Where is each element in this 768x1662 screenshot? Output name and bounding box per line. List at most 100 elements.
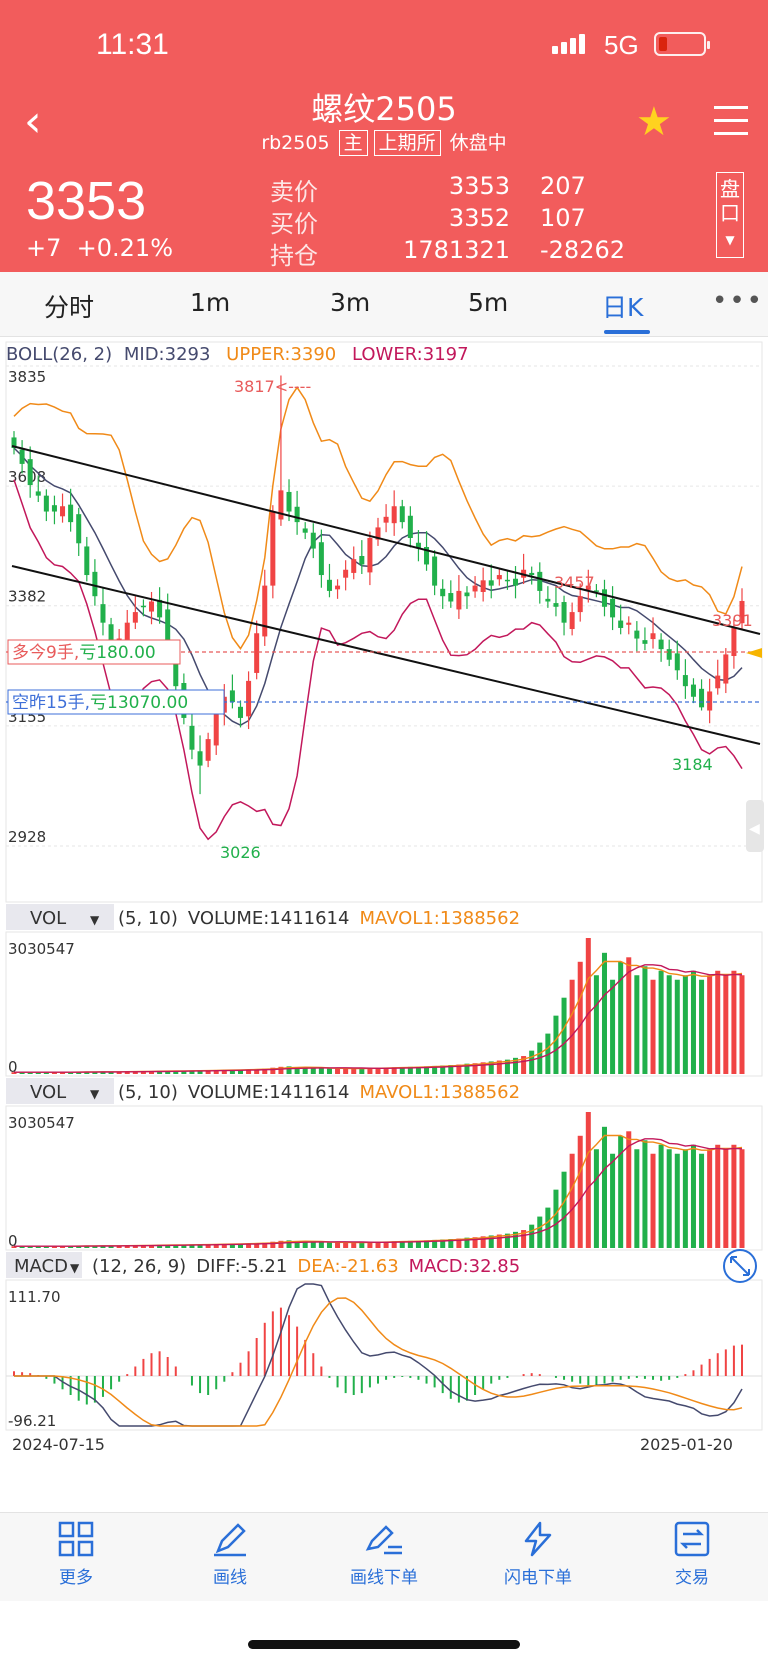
bottom-toolbar: 更多 画线 画线下单 闪电下单 交易 — [0, 1512, 768, 1601]
volume-bar — [246, 1243, 252, 1248]
order-book-toggle[interactable]: 盘口 ▼ — [716, 172, 744, 258]
main-panel-frame — [5, 341, 763, 903]
short-position-label[interactable]: 空昨15手,亏13070.00 — [7, 689, 225, 715]
fullscreen-icon[interactable] — [723, 1249, 757, 1283]
tab-intraday[interactable]: 分时 — [44, 293, 95, 322]
collapse-handle[interactable] — [746, 800, 764, 852]
candle-body — [343, 569, 349, 578]
volume-bar — [132, 1071, 138, 1074]
back-icon[interactable]: ‹ — [24, 96, 42, 147]
header-bar: 11:31 5G ‹ 螺纹2505 rb2505 主上期所 休盘中 ★ 3353… — [0, 0, 768, 272]
candle-body — [432, 556, 438, 586]
tab-daily-k[interactable]: 日K — [602, 293, 644, 322]
tab-5m[interactable]: 5m — [468, 288, 509, 317]
candle-body — [213, 712, 219, 746]
volume-bar — [351, 1068, 357, 1074]
candle-body — [634, 630, 640, 639]
trade-button[interactable]: 交易 — [632, 1521, 752, 1588]
candle-body — [262, 585, 268, 637]
page-title: 螺纹2505 — [311, 90, 457, 128]
volume-bar — [383, 1241, 389, 1248]
current-price-marker — [746, 648, 762, 658]
more-button[interactable]: 更多 — [16, 1521, 136, 1588]
volume-bar — [723, 975, 729, 1074]
volume-bar — [294, 1241, 300, 1248]
volume-bar — [707, 975, 713, 1074]
volume-bar — [197, 1244, 203, 1248]
volume-bar — [715, 1144, 721, 1248]
volume-bar — [674, 979, 680, 1074]
collapse-arrow-icon: ◀ — [749, 821, 760, 837]
favorite-star-icon[interactable]: ★ — [636, 99, 672, 145]
draw-line-order-button[interactable]: 画线下单 — [324, 1521, 444, 1588]
volume-bar — [116, 1245, 122, 1248]
volume-bar — [27, 1072, 33, 1074]
candle-body — [650, 633, 656, 640]
long-position-label[interactable]: 多今9手,亏180.00 — [7, 639, 181, 665]
volume-bar — [658, 970, 664, 1074]
candle-body — [513, 578, 519, 586]
volume-bar — [553, 1015, 559, 1074]
trendline-upper[interactable] — [11, 445, 761, 635]
price-change: +7 +0.21% — [26, 234, 174, 262]
candle-body — [440, 588, 446, 597]
candle-body — [310, 532, 316, 549]
menu-icon[interactable] — [714, 106, 748, 145]
candle-body — [375, 527, 381, 540]
candle-body — [359, 555, 365, 565]
svg-text:多今9手,亏180.00: 多今9手,亏180.00 — [12, 643, 156, 663]
volume-bar — [35, 1246, 41, 1248]
volume-bar — [92, 1071, 98, 1074]
candle-body — [51, 505, 57, 512]
candle-body — [27, 459, 33, 486]
volume-bar — [577, 1135, 583, 1248]
pencil-icon — [214, 1523, 246, 1557]
candle-body — [618, 620, 624, 628]
tab-3m[interactable]: 3m — [330, 288, 371, 317]
volume-bar — [310, 1068, 316, 1074]
volume-bar — [221, 1243, 227, 1248]
volume-bar — [415, 1240, 421, 1248]
mavol10-line — [14, 964, 743, 1073]
volume-bar — [464, 1063, 470, 1074]
volume-bar — [343, 1068, 349, 1074]
volume-bar — [375, 1241, 381, 1248]
volume-bar — [11, 1072, 17, 1074]
candle-body — [666, 649, 672, 660]
pencil-order-icon — [365, 1525, 402, 1555]
trading-status: 休盘中 — [449, 132, 507, 154]
candle-body — [731, 627, 737, 657]
volume-bar — [569, 1153, 575, 1248]
candle-body — [189, 725, 195, 750]
tab-1m[interactable]: 1m — [190, 288, 231, 317]
candle-body — [11, 437, 17, 449]
candle-body — [383, 516, 389, 523]
volume-bar — [610, 1153, 616, 1248]
volume-bar — [84, 1245, 90, 1248]
volume-bar — [407, 1240, 413, 1248]
last-price: 3353 — [26, 171, 147, 231]
volume-bar — [173, 1244, 179, 1248]
volume-bar — [407, 1066, 413, 1074]
main-contract-tag: 主 — [338, 130, 368, 156]
trendline-lower[interactable] — [11, 565, 761, 745]
volume-bar — [634, 975, 640, 1074]
volume-bar — [383, 1067, 389, 1074]
candle-body — [658, 639, 664, 650]
volume-bar — [335, 1242, 341, 1248]
kline-charts[interactable]: BOLL(26, 2) MID:3293 UPPER:3390 LOWER:31… — [0, 336, 768, 1512]
volume-bar — [359, 1068, 365, 1074]
candle-body — [19, 449, 25, 464]
flash-order-button[interactable]: 闪电下单 — [478, 1521, 598, 1588]
draw-line-button[interactable]: 画线 — [170, 1521, 290, 1588]
volume-bar — [513, 1231, 519, 1248]
volume-bar — [610, 979, 616, 1074]
volume-bar — [626, 1131, 632, 1248]
volume-bar — [51, 1246, 57, 1248]
candle-body — [699, 688, 705, 708]
candle-body — [448, 593, 454, 602]
volume-bar — [68, 1246, 74, 1248]
mavol5-line — [14, 960, 743, 1073]
candle-body — [254, 633, 260, 673]
more-icon[interactable]: ••• — [712, 286, 765, 316]
